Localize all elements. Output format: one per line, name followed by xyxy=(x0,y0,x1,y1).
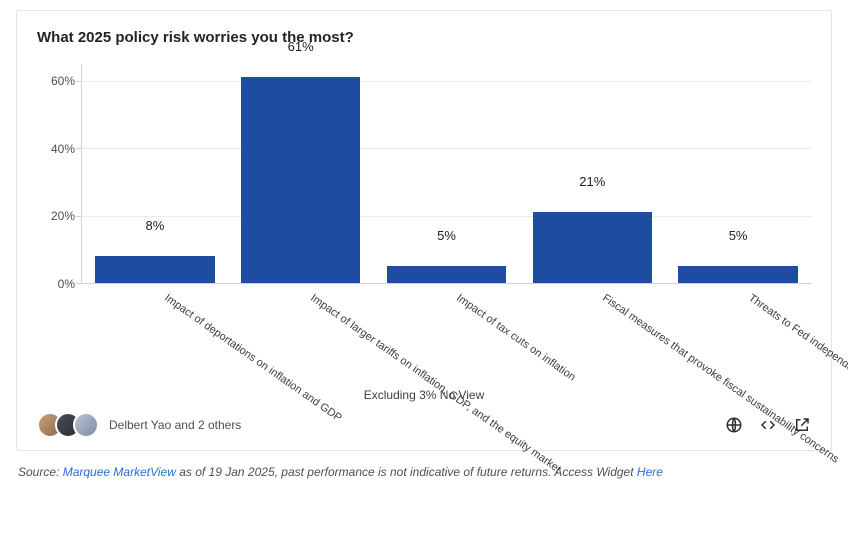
y-tick-0: 0% xyxy=(37,277,75,291)
x-label: Threats to Fed independence xyxy=(665,284,811,404)
source-middle: as of 19 Jan 2025, past performance is n… xyxy=(176,465,637,479)
bar xyxy=(387,266,507,283)
source-prefix: Source: xyxy=(18,465,63,479)
bar xyxy=(95,256,215,283)
bar-value-label: 61% xyxy=(228,39,374,58)
bar-container: 61% xyxy=(228,64,374,283)
x-label: Impact of larger tariffs on inflation, G… xyxy=(227,284,373,404)
x-axis-labels: Impact of deportations on inflation and … xyxy=(37,284,811,404)
y-tick-3: 60% xyxy=(37,74,75,88)
bar-container: 21% xyxy=(519,64,665,283)
participants-text: Delbert Yao and 2 others xyxy=(109,418,241,432)
bar-value-label: 5% xyxy=(665,228,811,247)
bar-value-label: 21% xyxy=(519,174,665,193)
y-tick-2: 40% xyxy=(37,142,75,156)
bar xyxy=(678,266,798,283)
x-label: Impact of deportations on inflation and … xyxy=(81,284,227,404)
chart-card: What 2025 policy risk worries you the mo… xyxy=(16,10,832,451)
meta-row: Delbert Yao and 2 others xyxy=(37,412,811,438)
x-label: Fiscal measures that provoke fiscal sust… xyxy=(519,284,665,404)
bar-value-label: 5% xyxy=(374,228,520,247)
x-label: Impact of tax cuts on inflation xyxy=(373,284,519,404)
source-line: Source: Marquee MarketView as of 19 Jan … xyxy=(18,465,830,479)
bar-value-label: 8% xyxy=(82,218,228,237)
globe-icon[interactable] xyxy=(725,416,743,434)
widget-link[interactable]: Here xyxy=(637,465,663,479)
x-label-text: Threats to Fed independence xyxy=(746,292,848,384)
bar-container: 5% xyxy=(374,64,520,283)
chart-area: 0% 20% 40% 60% 8% 61% 5% xyxy=(37,64,811,284)
bar xyxy=(241,77,361,283)
chart-title: What 2025 policy risk worries you the mo… xyxy=(37,29,811,46)
bar xyxy=(533,212,653,283)
participants[interactable]: Delbert Yao and 2 others xyxy=(37,412,241,438)
avatar-stack xyxy=(37,412,99,438)
plot-region: 8% 61% 5% 21% 5% xyxy=(81,64,811,284)
avatar xyxy=(73,412,99,438)
bar-group: 8% 61% 5% 21% 5% xyxy=(82,64,811,283)
source-link[interactable]: Marquee MarketView xyxy=(63,465,176,479)
y-tick-1: 20% xyxy=(37,209,75,223)
bar-container: 8% xyxy=(82,64,228,283)
bar-container: 5% xyxy=(665,64,811,283)
